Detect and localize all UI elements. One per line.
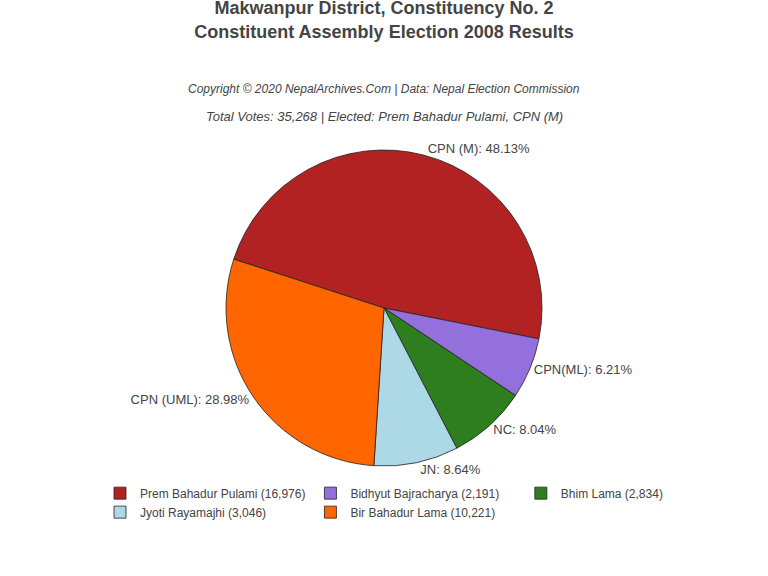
svg-text:CPN (UML): 28.98%: CPN (UML): 28.98% <box>131 392 250 407</box>
svg-text:Jyoti Rayamajhi (3,046): Jyoti Rayamajhi (3,046) <box>140 506 266 520</box>
svg-text:Bir Bahadur Lama (10,221): Bir Bahadur Lama (10,221) <box>350 506 495 520</box>
svg-text:Bhim Lama (2,834): Bhim Lama (2,834) <box>561 487 663 501</box>
svg-text:Makwanpur District, Constituen: Makwanpur District, Constituency No. 2Co… <box>194 0 573 42</box>
svg-text:NC: 8.04%: NC: 8.04% <box>493 422 556 437</box>
svg-text:Total Votes: 35,268 | Elected:: Total Votes: 35,268 | Elected: Prem Baha… <box>206 109 563 124</box>
svg-text:Copyright © 2020 NepalArchives: Copyright © 2020 NepalArchives.Com | Dat… <box>188 82 580 96</box>
svg-text:JN: 8.64%: JN: 8.64% <box>420 462 480 477</box>
svg-text:Prem Bahadur Pulami (16,976): Prem Bahadur Pulami (16,976) <box>140 487 305 501</box>
svg-text:CPN(ML): 6.21%: CPN(ML): 6.21% <box>534 362 633 377</box>
svg-text:Bidhyut Bajracharya (2,191): Bidhyut Bajracharya (2,191) <box>350 487 499 501</box>
svg-text:CPN (M): 48.13%: CPN (M): 48.13% <box>428 141 530 156</box>
